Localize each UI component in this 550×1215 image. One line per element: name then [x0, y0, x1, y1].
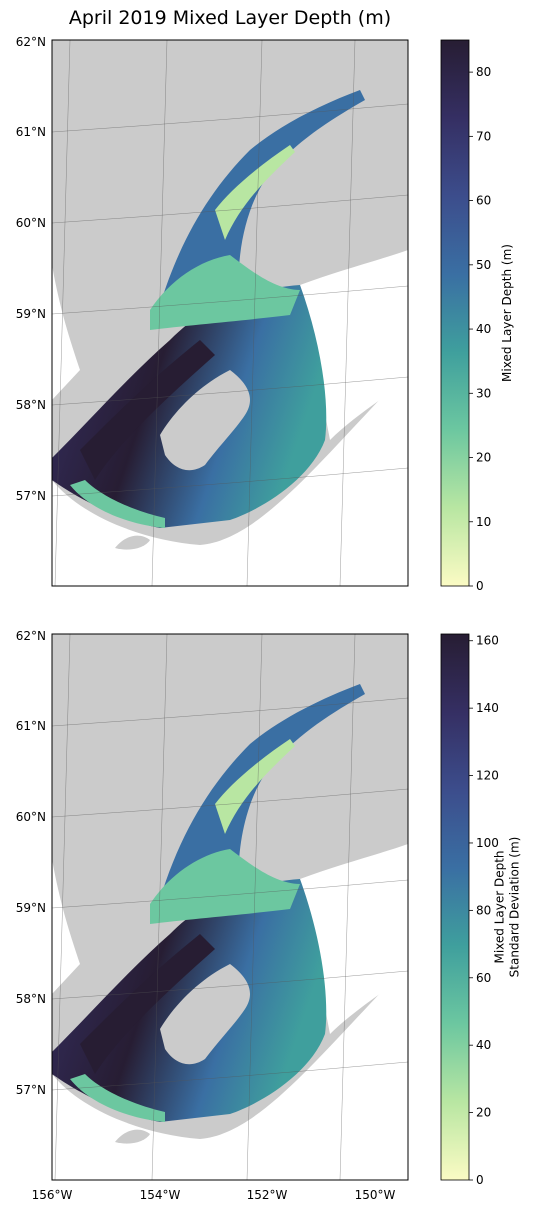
lat-tick-label: 59°N [16, 307, 46, 321]
colorbar-tick-label: 40 [476, 322, 491, 336]
lat-tick-label: 60°N [16, 810, 46, 824]
water-region [300, 844, 408, 1034]
graticule-lon [339, 634, 356, 1180]
colorbar-tick-label: 120 [476, 769, 499, 783]
map-area [52, 40, 408, 586]
colorbar-tick-label: 50 [476, 258, 491, 272]
graticule-lon [151, 634, 168, 1180]
mld-field [150, 255, 300, 330]
water-region [300, 250, 408, 440]
lon-tick-label: 154°W [140, 1188, 181, 1202]
kodiak-island [160, 964, 250, 1065]
graticule-lat [52, 467, 408, 497]
graticule-lon [246, 40, 263, 586]
map-frame [51, 633, 409, 1181]
lat-tick-label: 58°N [16, 992, 46, 1006]
water-region [52, 265, 80, 400]
colorbar-label: Mixed Layer Depth [493, 850, 507, 963]
mld-field [215, 739, 295, 834]
lat-tick-label: 60°N [16, 216, 46, 230]
colorbar-label: Mixed Layer Depth (m) [500, 244, 514, 382]
graticule-lat [52, 1061, 408, 1091]
lat-tick-label: 61°N [16, 125, 46, 139]
map-panel-svg: 62°N 61°N 60°N 59°N 58°N 57°N 156°W 154°W 152°W 1… [16, 629, 522, 1202]
island [115, 1129, 150, 1144]
kodiak-island [160, 370, 250, 471]
graticule-lat [52, 103, 408, 133]
graticule-lat [52, 697, 408, 727]
lon-tick-label: 156°W [32, 1188, 73, 1202]
lat-tick-label: 62°N [16, 629, 46, 643]
map-frame [51, 39, 409, 587]
mld-field [160, 90, 365, 305]
graticule-lon [339, 40, 356, 586]
lat-tick-label: 61°N [16, 719, 46, 733]
lon-tick-label: 150°W [355, 1188, 396, 1202]
colorbar-label: Standard Deviation (m) [508, 837, 522, 978]
lat-tick-label: 57°N [16, 489, 46, 503]
graticule-lon [54, 634, 71, 1180]
colorbar-tick-label: 60 [476, 971, 491, 985]
water-region [52, 859, 80, 994]
colorbar-tick-label: 40 [476, 1038, 491, 1052]
colorbar-tick-label: 80 [476, 65, 491, 79]
water-region [52, 370, 408, 586]
graticule-lon [54, 40, 71, 586]
graticule-lon [151, 40, 168, 586]
water-region [52, 964, 408, 1180]
graticule-lat [52, 376, 408, 406]
graticule-lat [52, 788, 408, 818]
colorbar-tick-label: 60 [476, 194, 491, 208]
island [115, 535, 150, 550]
panel-mld: 62°N 61°N 60°N 59°N 58°N 57°N 0 10 20 30 40 50 60 70 8… [0, 0, 550, 600]
colorbar-tick-label: 70 [476, 129, 491, 143]
graticule-lat [52, 970, 408, 1000]
map-area [52, 634, 408, 1180]
panel-mld-std: 62°N 61°N 60°N 59°N 58°N 57°N 156°W 154°W 152°W 1… [0, 600, 550, 1211]
colorbar-tick-label: 0 [476, 579, 484, 593]
graticule-lon [246, 634, 263, 1180]
colorbar [440, 633, 470, 1181]
lon-tick-label: 152°W [247, 1188, 288, 1202]
map-panel-svg: 62°N 61°N 60°N 59°N 58°N 57°N 0 10 20 30 40 50 60 70 8… [16, 35, 514, 593]
figure-title: April 2019 Mixed Layer Depth (m) [68, 7, 392, 29]
mld-field [80, 340, 215, 480]
colorbar-tick-label: 0 [476, 1173, 484, 1187]
colorbar-tick-label: 20 [476, 451, 491, 465]
lat-tick-label: 57°N [16, 1083, 46, 1097]
colorbar-tick-label: 20 [476, 1106, 491, 1120]
lat-tick-label: 59°N [16, 901, 46, 915]
mld-field [70, 1074, 165, 1122]
mld-field [80, 934, 215, 1074]
lat-tick-label: 58°N [16, 398, 46, 412]
graticule-lat [52, 879, 408, 909]
lat-tick-label: 62°N [16, 35, 46, 49]
graticule-lat [52, 285, 408, 315]
mld-field [160, 684, 365, 899]
colorbar-tick-label: 100 [476, 836, 499, 850]
colorbar-tick-label: 10 [476, 515, 491, 529]
mld-field [215, 145, 295, 240]
colorbar-tick-label: 160 [476, 634, 499, 648]
colorbar-tick-label: 80 [476, 903, 491, 917]
graticule-lat [52, 194, 408, 224]
colorbar-tick-label: 140 [476, 701, 499, 715]
mld-field [70, 480, 165, 528]
colorbar-tick-label: 30 [476, 386, 491, 400]
colorbar [440, 39, 470, 587]
mld-field [150, 849, 300, 924]
